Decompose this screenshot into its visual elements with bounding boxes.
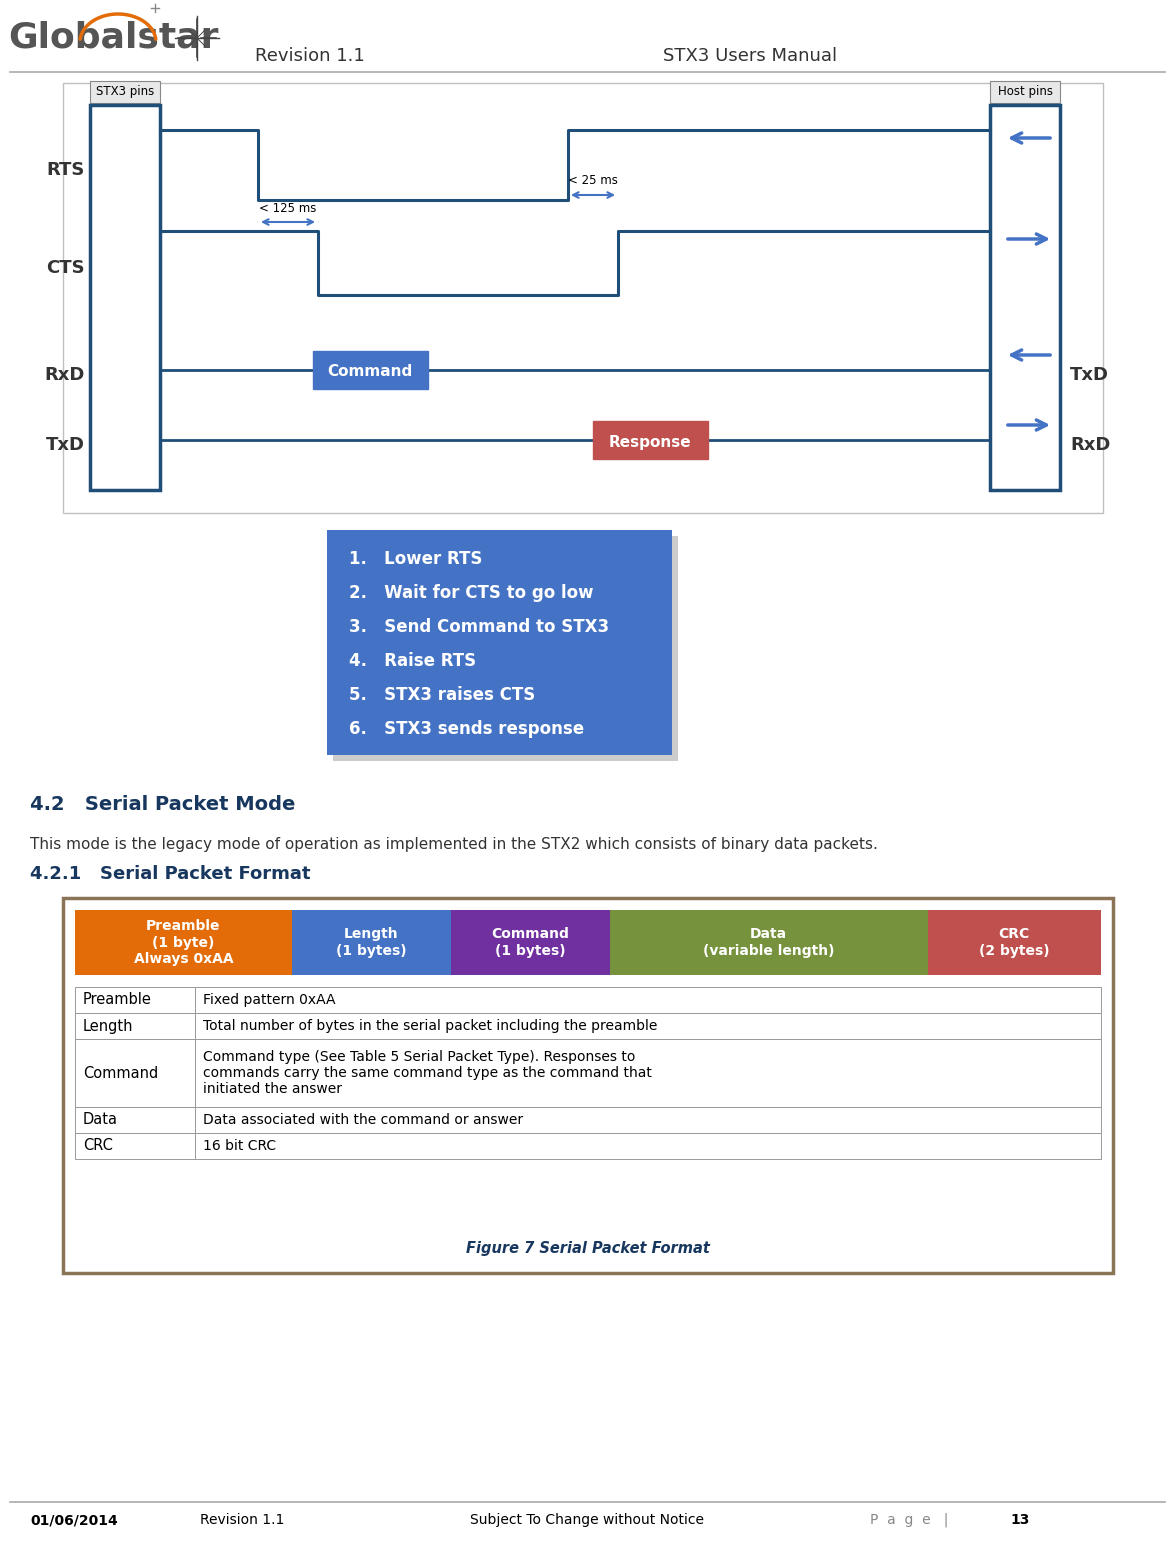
FancyBboxPatch shape	[75, 1038, 195, 1107]
Text: 4.2.1   Serial Packet Format: 4.2.1 Serial Packet Format	[31, 865, 310, 883]
Text: 5.   STX3 raises CTS: 5. STX3 raises CTS	[349, 687, 536, 704]
FancyBboxPatch shape	[75, 1107, 195, 1133]
FancyBboxPatch shape	[63, 84, 1103, 513]
FancyBboxPatch shape	[291, 910, 451, 975]
Text: Revision 1.1: Revision 1.1	[200, 1513, 284, 1527]
Text: Data
(variable length): Data (variable length)	[703, 927, 834, 958]
Text: Preamble: Preamble	[83, 992, 152, 1008]
Text: 16 bit CRC: 16 bit CRC	[203, 1139, 276, 1153]
Text: CRC
(2 bytes): CRC (2 bytes)	[979, 927, 1049, 958]
FancyBboxPatch shape	[195, 987, 1101, 1014]
FancyBboxPatch shape	[313, 350, 428, 389]
FancyBboxPatch shape	[75, 910, 291, 975]
Text: Command type (See Table 5 Serial Packet Type). Responses to
commands carry the s: Command type (See Table 5 Serial Packet …	[203, 1049, 652, 1096]
Text: CTS: CTS	[46, 259, 85, 277]
Text: RxD: RxD	[45, 366, 85, 384]
Text: P  a  g  e   |: P a g e |	[870, 1513, 948, 1527]
FancyBboxPatch shape	[333, 536, 678, 761]
Text: 1.   Lower RTS: 1. Lower RTS	[349, 550, 483, 567]
Text: Length: Length	[83, 1018, 134, 1034]
Text: STX3 Users Manual: STX3 Users Manual	[663, 46, 837, 65]
Text: 6.   STX3 sends response: 6. STX3 sends response	[349, 721, 584, 738]
FancyBboxPatch shape	[327, 530, 672, 755]
FancyBboxPatch shape	[75, 1133, 195, 1159]
Text: Data associated with the command or answer: Data associated with the command or answ…	[203, 1113, 523, 1127]
FancyBboxPatch shape	[451, 910, 610, 975]
FancyBboxPatch shape	[991, 81, 1060, 102]
Text: Revision 1.1: Revision 1.1	[255, 46, 365, 65]
Text: 4.   Raise RTS: 4. Raise RTS	[349, 653, 476, 670]
FancyBboxPatch shape	[991, 105, 1060, 490]
Text: Data: Data	[83, 1113, 118, 1127]
Text: Host pins: Host pins	[998, 85, 1053, 99]
Text: Subject To Change without Notice: Subject To Change without Notice	[470, 1513, 704, 1527]
Text: RTS: RTS	[47, 161, 85, 178]
Text: Command
(1 bytes): Command (1 bytes)	[491, 927, 569, 958]
FancyBboxPatch shape	[610, 910, 927, 975]
Text: 3.   Send Command to STX3: 3. Send Command to STX3	[349, 618, 609, 636]
Text: 4.2   Serial Packet Mode: 4.2 Serial Packet Mode	[31, 795, 295, 814]
Text: 2.   Wait for CTS to go low: 2. Wait for CTS to go low	[349, 584, 593, 601]
FancyBboxPatch shape	[195, 1014, 1101, 1038]
FancyBboxPatch shape	[592, 422, 707, 459]
Text: 13: 13	[1010, 1513, 1029, 1527]
Text: Preamble
(1 byte)
Always 0xAA: Preamble (1 byte) Always 0xAA	[134, 919, 233, 966]
Text: TxD: TxD	[1070, 366, 1109, 384]
Text: 01/06/2014: 01/06/2014	[31, 1513, 118, 1527]
Text: < 25 ms: < 25 ms	[568, 175, 618, 188]
FancyBboxPatch shape	[195, 1038, 1101, 1107]
Text: Globalstar: Globalstar	[8, 22, 219, 54]
FancyBboxPatch shape	[90, 81, 160, 102]
Text: Length
(1 bytes): Length (1 bytes)	[336, 927, 407, 958]
Text: This mode is the legacy mode of operation as implemented in the STX2 which consi: This mode is the legacy mode of operatio…	[31, 837, 878, 852]
Text: Total number of bytes in the serial packet including the preamble: Total number of bytes in the serial pack…	[203, 1018, 657, 1032]
FancyBboxPatch shape	[927, 910, 1101, 975]
FancyBboxPatch shape	[90, 105, 160, 490]
FancyBboxPatch shape	[75, 1014, 195, 1038]
Text: Response: Response	[609, 434, 691, 450]
Text: Command: Command	[328, 364, 412, 380]
Text: RxD: RxD	[1070, 436, 1110, 454]
Text: Command: Command	[83, 1065, 159, 1080]
Text: STX3 pins: STX3 pins	[96, 85, 154, 99]
Text: CRC: CRC	[83, 1139, 113, 1153]
Text: Fixed pattern 0xAA: Fixed pattern 0xAA	[203, 994, 336, 1008]
Text: TxD: TxD	[46, 436, 85, 454]
Text: Figure 7 Serial Packet Format: Figure 7 Serial Packet Format	[466, 1240, 710, 1256]
FancyBboxPatch shape	[195, 1133, 1101, 1159]
Text: < 125 ms: < 125 ms	[260, 202, 317, 214]
FancyBboxPatch shape	[75, 987, 195, 1014]
FancyBboxPatch shape	[195, 1107, 1101, 1133]
FancyBboxPatch shape	[63, 897, 1113, 1273]
